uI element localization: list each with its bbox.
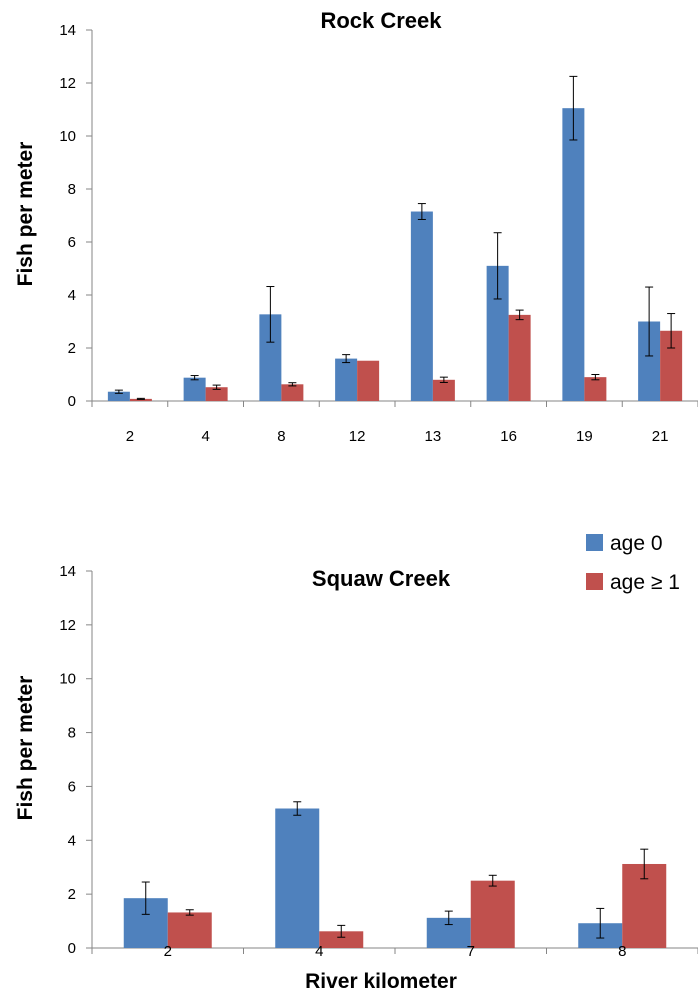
legend: age 0 age ≥ 1 bbox=[586, 532, 680, 594]
bar bbox=[167, 912, 212, 948]
bar bbox=[183, 377, 206, 401]
x-tick-label: 8 bbox=[277, 428, 285, 445]
x-tick-label: 2 bbox=[126, 428, 134, 445]
bar bbox=[432, 379, 455, 401]
bar bbox=[357, 360, 380, 401]
y-tick-label: 6 bbox=[68, 778, 76, 795]
y-tick-label: 10 bbox=[59, 128, 76, 145]
y-axis-label: Fish per meter bbox=[14, 676, 37, 821]
y-tick-label: 8 bbox=[68, 181, 76, 198]
y-tick-label: 4 bbox=[68, 832, 76, 849]
y-tick-label: 0 bbox=[68, 940, 76, 957]
bar bbox=[660, 330, 683, 401]
x-tick-label: 7 bbox=[467, 943, 475, 960]
x-tick-label: 21 bbox=[652, 428, 669, 445]
bar bbox=[470, 880, 515, 948]
legend-swatch-age-1 bbox=[586, 573, 603, 590]
y-tick-label: 12 bbox=[59, 617, 76, 634]
bar bbox=[107, 391, 130, 401]
bar bbox=[275, 808, 320, 948]
x-tick-label: 19 bbox=[576, 428, 593, 445]
y-tick-label: 2 bbox=[68, 340, 76, 357]
squaw-creek-chart: Squaw Creek Fish per meter River kilomet… bbox=[14, 532, 698, 993]
bar bbox=[319, 931, 364, 948]
x-tick-label: 8 bbox=[618, 943, 626, 960]
bar bbox=[486, 265, 509, 401]
x-tick-label: 4 bbox=[315, 943, 323, 960]
bar bbox=[335, 358, 358, 401]
rock-creek-chart: Rock Creek Fish per meter 0 2 4 6 8 10 12 14 2 4 8… bbox=[14, 8, 698, 445]
bar bbox=[638, 321, 661, 401]
chart-title: Rock Creek bbox=[320, 8, 442, 33]
y-tick-label: 4 bbox=[68, 287, 76, 304]
bar bbox=[508, 314, 531, 401]
y-tick-label: 2 bbox=[68, 886, 76, 903]
y-tick-label: 10 bbox=[59, 671, 76, 688]
x-tick-label: 2 bbox=[164, 943, 172, 960]
bar bbox=[129, 398, 152, 401]
x-tick-label: 4 bbox=[201, 428, 209, 445]
legend-label-age-1: age ≥ 1 bbox=[610, 571, 680, 594]
y-tick-label: 12 bbox=[59, 75, 76, 92]
bar bbox=[584, 377, 607, 401]
bar bbox=[562, 108, 585, 402]
y-tick-label: 0 bbox=[68, 393, 76, 410]
y-axis-label: Fish per meter bbox=[14, 142, 37, 287]
bar bbox=[281, 384, 304, 401]
bar bbox=[259, 314, 282, 401]
bar bbox=[410, 211, 433, 401]
bar bbox=[205, 387, 228, 401]
y-tick-label: 6 bbox=[68, 234, 76, 251]
x-tick-label: 12 bbox=[349, 428, 366, 445]
x-axis-label: River kilometer bbox=[305, 970, 457, 993]
y-tick-label: 14 bbox=[59, 563, 76, 580]
y-tick-label: 8 bbox=[68, 725, 76, 742]
legend-swatch-age-0 bbox=[586, 534, 603, 551]
x-tick-label: 16 bbox=[500, 428, 517, 445]
y-tick-label: 14 bbox=[59, 22, 76, 39]
legend-label-age-0: age 0 bbox=[610, 532, 663, 555]
x-tick-label: 13 bbox=[425, 428, 442, 445]
chart-title: Squaw Creek bbox=[312, 566, 451, 591]
